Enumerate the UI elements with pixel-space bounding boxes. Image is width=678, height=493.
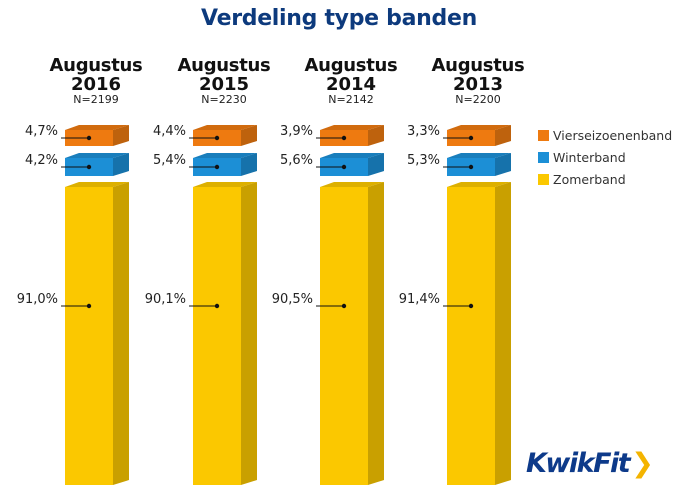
bar-top-winterband: [320, 153, 384, 158]
column-sample-size: N=2199: [73, 93, 119, 106]
bar-side-winterband: [113, 153, 129, 176]
bar-zomerband: [320, 187, 368, 485]
leader-dot: [341, 303, 347, 309]
column-year: 2015: [198, 74, 250, 95]
legend-item-vierseizoenenband: Vierseizoenenband: [538, 124, 672, 146]
bar-top-zomerband: [65, 182, 129, 187]
legend-label: Zomerband: [553, 171, 626, 187]
legend-swatch: [538, 129, 549, 141]
bar-zomerband: [447, 187, 495, 485]
bar-top-zomerband: [447, 182, 511, 187]
column-header: Augustus 2015 N=2230: [169, 56, 279, 106]
legend-swatch: [538, 173, 549, 185]
bar-top-vierseizoenenband: [447, 125, 511, 130]
data-label: 5,3%: [407, 153, 440, 168]
data-label: 4,7%: [25, 124, 58, 139]
leader-dot: [86, 164, 92, 170]
kwikfit-logo: KwikFit❯: [526, 448, 654, 479]
data-label: 4,4%: [153, 124, 186, 139]
column-year: 2014: [325, 74, 377, 95]
bar-side-zomerband: [495, 182, 511, 485]
legend-item-zomerband: Zomerband: [538, 168, 672, 190]
bar-side-winterband: [368, 153, 384, 176]
leader-dot: [341, 135, 347, 141]
legend-label: Winterband: [553, 149, 626, 165]
bar-top-winterband: [447, 153, 511, 158]
bar-side-zomerband: [368, 182, 384, 485]
bar-side-vierseizoenenband: [113, 125, 129, 146]
legend-item-winterband: Winterband: [538, 146, 672, 168]
bar-side-vierseizoenenband: [241, 125, 257, 146]
column-sample-size: N=2142: [328, 93, 374, 106]
data-label: 90,5%: [272, 292, 313, 307]
leader-dot: [86, 135, 92, 141]
bar-zomerband: [65, 187, 113, 485]
column-month: Augustus: [49, 55, 143, 76]
data-label: 91,0%: [17, 292, 58, 307]
column-year: 2016: [70, 74, 122, 95]
column-sample-size: N=2230: [201, 93, 247, 106]
legend-label: Vierseizoenenband: [553, 127, 673, 143]
leader-dot: [468, 303, 474, 309]
data-label: 90,1%: [145, 292, 186, 307]
column-sample-size: N=2200: [455, 93, 501, 106]
bar-zomerband: [193, 187, 241, 485]
bar-top-vierseizoenenband: [193, 125, 257, 130]
column-year: 2013: [452, 74, 504, 95]
data-label: 3,9%: [280, 124, 313, 139]
leader-dot: [86, 303, 92, 309]
data-label: 5,6%: [280, 153, 313, 168]
data-label: 3,3%: [407, 124, 440, 139]
bar-side-zomerband: [113, 182, 129, 485]
logo-text: KwikFit: [526, 448, 631, 479]
bar-side-winterband: [495, 153, 511, 176]
bar-top-winterband: [65, 153, 129, 158]
bar-top-vierseizoenenband: [65, 125, 129, 130]
bar-side-winterband: [241, 153, 257, 176]
column-month: Augustus: [431, 55, 525, 76]
bar-top-winterband: [193, 153, 257, 158]
column-header: Augustus 2016 N=2199: [41, 56, 151, 106]
leader-dot: [468, 135, 474, 141]
column-header: Augustus 2013 N=2200: [423, 56, 533, 106]
chevron-right-icon: ❯: [631, 448, 654, 479]
bar-side-zomerband: [241, 182, 257, 485]
bar-top-zomerband: [193, 182, 257, 187]
leader-dot: [468, 164, 474, 170]
leader-dot: [214, 164, 220, 170]
leader-dot: [341, 164, 347, 170]
data-label: 5,4%: [153, 153, 186, 168]
bar-side-vierseizoenenband: [368, 125, 384, 146]
column-month: Augustus: [304, 55, 398, 76]
bar-top-zomerband: [320, 182, 384, 187]
leader-dot: [214, 135, 220, 141]
data-label: 4,2%: [25, 153, 58, 168]
chart-title: Verdeling type banden: [201, 6, 477, 31]
leader-dot: [214, 303, 220, 309]
bar-side-vierseizoenenband: [495, 125, 511, 146]
column-month: Augustus: [177, 55, 271, 76]
bar-top-vierseizoenenband: [320, 125, 384, 130]
data-label: 91,4%: [399, 292, 440, 307]
column-header: Augustus 2014 N=2142: [296, 56, 406, 106]
legend-swatch: [538, 151, 549, 163]
legend: Vierseizoenenband Winterband Zomerband: [538, 124, 672, 190]
